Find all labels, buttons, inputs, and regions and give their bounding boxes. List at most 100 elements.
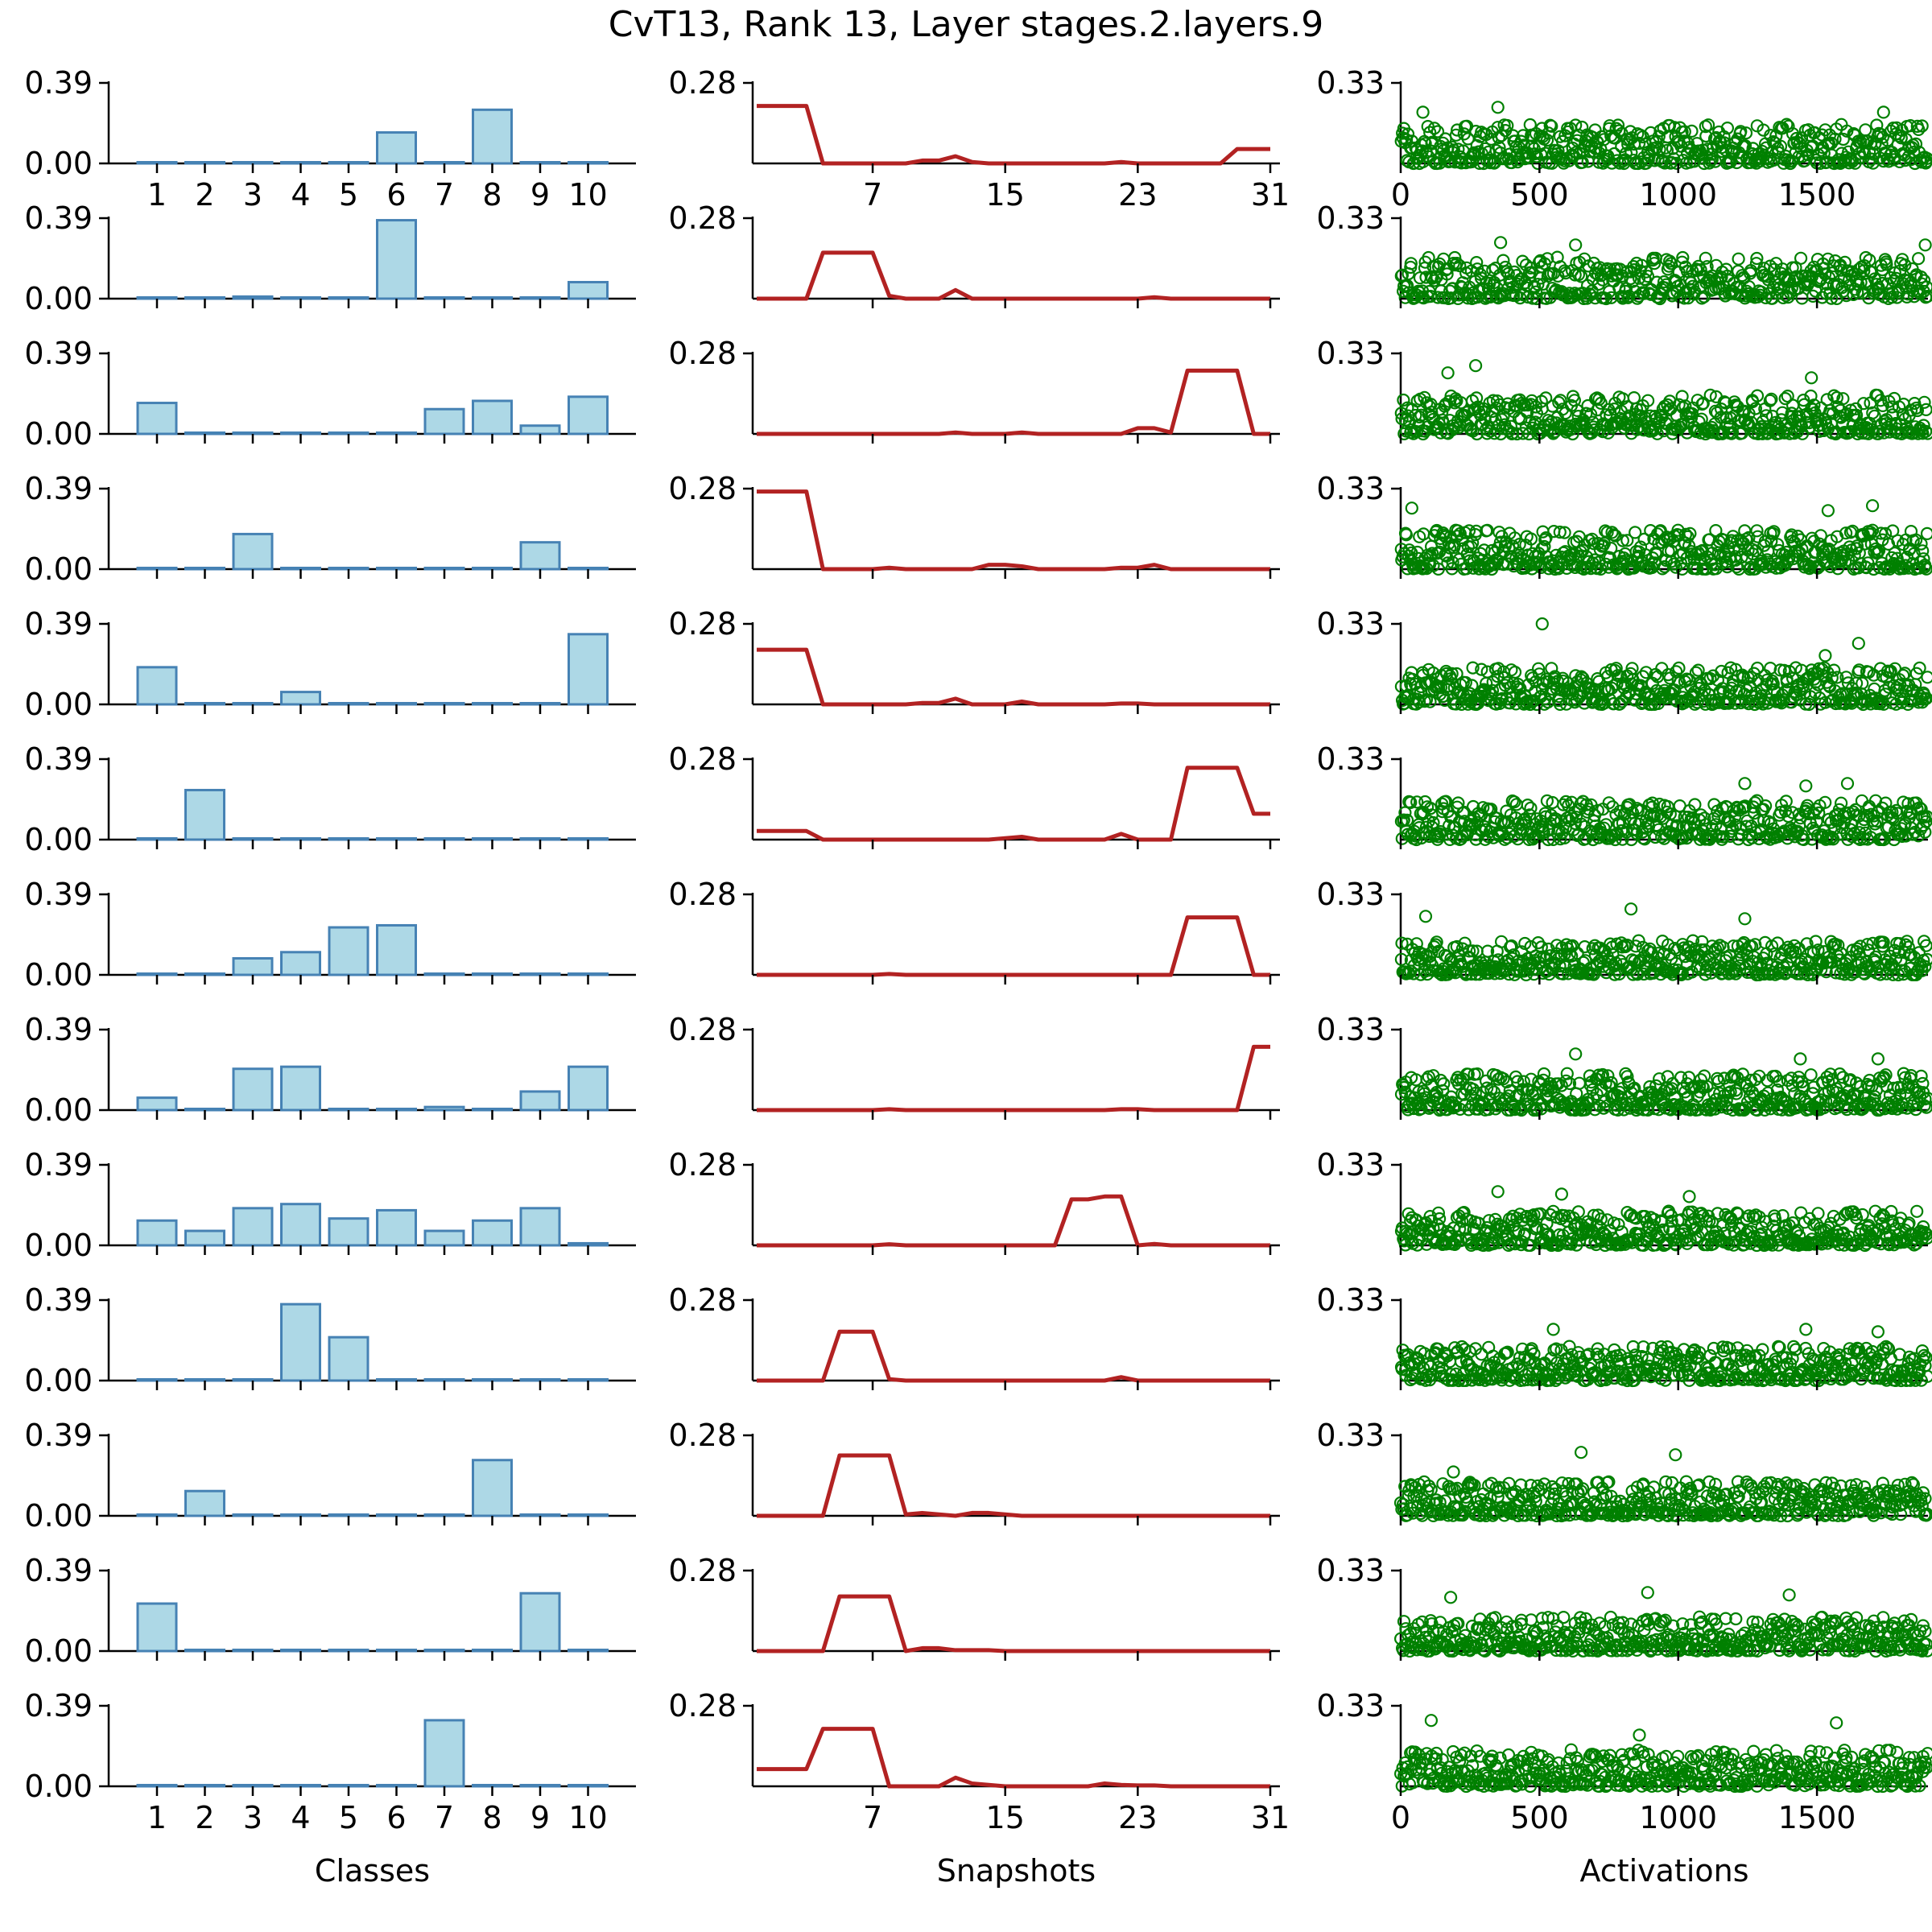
bar bbox=[568, 280, 609, 300]
bar bbox=[232, 431, 274, 436]
point bbox=[1467, 146, 1481, 159]
point bbox=[1750, 251, 1764, 266]
bar bbox=[232, 1067, 274, 1112]
bar bbox=[280, 431, 321, 436]
point bbox=[1805, 371, 1818, 385]
snapshots-row-5-y-tick-label: 0.28 bbox=[668, 606, 737, 642]
point bbox=[1776, 262, 1790, 276]
bar bbox=[280, 951, 321, 976]
point bbox=[1571, 268, 1586, 282]
point bbox=[1921, 290, 1932, 303]
point bbox=[1545, 119, 1558, 133]
point bbox=[1748, 155, 1761, 168]
classes-row-7-y-tick-label: 0.39 bbox=[24, 877, 93, 912]
snapshots-row-2-y-tick-label: 0.28 bbox=[668, 200, 737, 236]
bar bbox=[136, 1096, 178, 1112]
point bbox=[1738, 777, 1752, 791]
point bbox=[1404, 257, 1418, 270]
bar bbox=[423, 407, 465, 436]
bar bbox=[184, 431, 225, 436]
point bbox=[1401, 127, 1415, 141]
classes-row-9-y-tick-label: 0.39 bbox=[24, 1147, 93, 1183]
bar bbox=[376, 923, 417, 976]
point bbox=[1441, 366, 1455, 380]
point bbox=[1516, 254, 1530, 268]
point bbox=[1734, 125, 1748, 138]
classes-row-2-y-tick-label: 0.39 bbox=[24, 200, 93, 236]
bar bbox=[376, 837, 417, 841]
activations-panel-row-5: 0.33 bbox=[1316, 606, 1932, 714]
bar bbox=[472, 567, 513, 571]
bar bbox=[472, 1108, 513, 1112]
point bbox=[1662, 259, 1676, 273]
bar bbox=[568, 633, 609, 706]
point bbox=[1840, 777, 1855, 791]
classes-panel-row-2: 0.390.00 bbox=[24, 200, 636, 316]
classes-panel-row-6: 0.390.00 bbox=[24, 741, 636, 857]
point bbox=[1535, 617, 1549, 631]
snapshots-row-4-y-tick-label: 0.28 bbox=[668, 471, 737, 506]
snapshots-panel-row-6: 0.28 bbox=[668, 741, 1280, 849]
snapshots-row-9-y-tick-label: 0.28 bbox=[668, 1147, 737, 1183]
x-tick-label: 10 bbox=[568, 177, 607, 213]
point bbox=[1920, 280, 1932, 294]
point bbox=[1437, 1077, 1451, 1091]
x-tick-label: 23 bbox=[1118, 177, 1157, 213]
activations-row-9-y-tick-label: 0.33 bbox=[1316, 1147, 1385, 1183]
point bbox=[1739, 289, 1752, 303]
bar bbox=[280, 567, 321, 571]
bar bbox=[472, 972, 513, 976]
bar bbox=[280, 691, 321, 706]
point bbox=[1397, 393, 1410, 407]
point bbox=[1699, 251, 1712, 265]
point bbox=[1720, 122, 1734, 135]
point bbox=[1697, 290, 1711, 303]
series-line bbox=[757, 250, 1270, 301]
snapshots-panel-row-1: 0.287 15 23 31 bbox=[668, 65, 1290, 213]
activations-row-7-y-tick-label: 0.33 bbox=[1316, 877, 1385, 912]
x-tick-label: 4 bbox=[291, 177, 310, 213]
bar bbox=[519, 161, 561, 165]
bar bbox=[280, 1065, 321, 1112]
point bbox=[1783, 156, 1798, 171]
bar bbox=[328, 1217, 369, 1247]
x-tick-label: 9 bbox=[530, 177, 550, 213]
point bbox=[1918, 238, 1932, 252]
classes-row-6-y-tick-label: 0.39 bbox=[24, 741, 93, 777]
bar bbox=[519, 837, 561, 841]
point bbox=[1815, 291, 1829, 304]
point bbox=[1739, 126, 1753, 140]
point bbox=[1717, 130, 1731, 143]
bar bbox=[519, 972, 561, 976]
activations-row-1-y-tick-label: 0.33 bbox=[1316, 65, 1385, 101]
activations-row-5-y-tick-label: 0.33 bbox=[1316, 606, 1385, 642]
bar bbox=[280, 837, 321, 841]
point bbox=[1524, 801, 1538, 815]
classes-row-5-y-tick-label: 0.00 bbox=[24, 687, 93, 722]
bar bbox=[376, 219, 417, 300]
classes-row-9-y-tick-label: 0.00 bbox=[24, 1228, 93, 1263]
point bbox=[1767, 262, 1781, 276]
point bbox=[1530, 291, 1544, 306]
activations-panel-row-3: 0.33 bbox=[1316, 336, 1932, 444]
series-line bbox=[757, 104, 1270, 166]
series-line bbox=[757, 915, 1270, 977]
point bbox=[1529, 285, 1543, 299]
bar bbox=[568, 837, 609, 841]
snapshots-row-6-y-tick-label: 0.28 bbox=[668, 741, 737, 777]
point bbox=[1915, 119, 1929, 133]
bar bbox=[423, 972, 465, 976]
point bbox=[1410, 394, 1424, 408]
point bbox=[1670, 156, 1683, 170]
point bbox=[1732, 252, 1745, 266]
bar bbox=[568, 972, 609, 976]
point bbox=[1423, 290, 1438, 303]
point bbox=[1840, 124, 1854, 138]
point bbox=[1824, 291, 1839, 305]
point bbox=[1780, 118, 1794, 131]
bar bbox=[423, 702, 465, 706]
point bbox=[1909, 137, 1923, 151]
bar bbox=[423, 837, 465, 841]
bar bbox=[519, 702, 561, 706]
x-tick-label: 3 bbox=[243, 177, 262, 213]
